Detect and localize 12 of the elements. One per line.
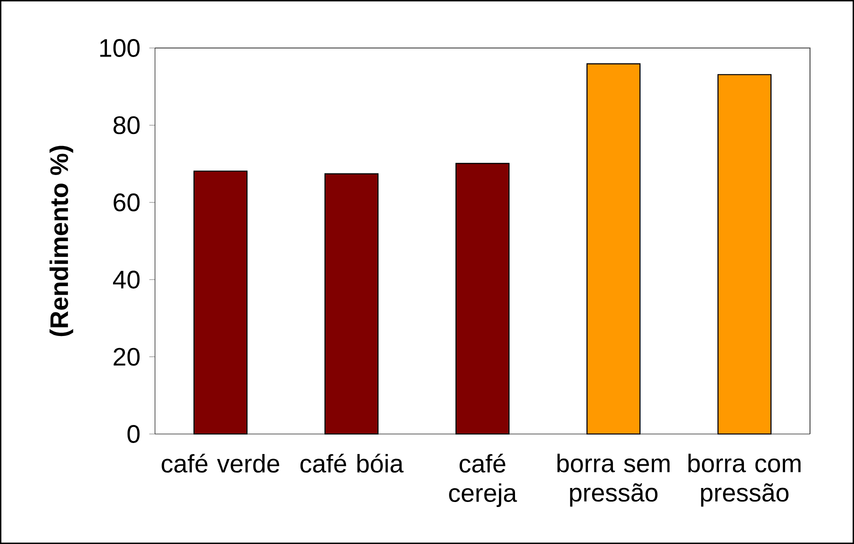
y-tick-label: 0	[127, 425, 140, 443]
y-tick-label: 100	[100, 39, 140, 57]
x-tick-label: borra com pressão	[688, 454, 801, 507]
y-tick-label: 60	[114, 193, 140, 212]
x-tick-label: café cereja	[449, 454, 517, 507]
x-tick-label: café bóia	[300, 454, 404, 473]
x-tick-label: borra sem pressão	[557, 454, 670, 507]
y-tick-label: 80	[114, 116, 140, 134]
y-tick-label: 20	[114, 348, 140, 366]
y-axis-title: (Rendimento %)	[50, 146, 74, 336]
x-tick-label: café verde	[162, 454, 280, 473]
y-tick-label: 40	[113, 270, 140, 289]
